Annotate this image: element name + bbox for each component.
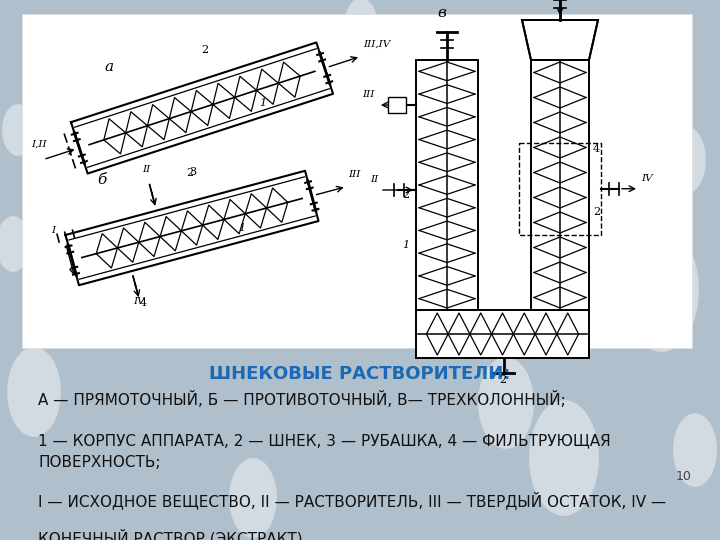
Text: 3: 3 bbox=[189, 167, 197, 177]
Ellipse shape bbox=[229, 458, 277, 538]
Text: 2: 2 bbox=[402, 190, 409, 199]
Text: 1: 1 bbox=[260, 98, 267, 107]
Text: IV: IV bbox=[133, 297, 145, 306]
Text: II: II bbox=[370, 175, 378, 184]
Ellipse shape bbox=[529, 400, 599, 516]
Ellipse shape bbox=[344, 0, 378, 54]
Text: I — ИСХОДНОЕ ВЕЩЕСТВО, II — РАСТВОРИТЕЛЬ, III — ТВЕРДЫЙ ОСТАТОК, IV —: I — ИСХОДНОЕ ВЕЩЕСТВО, II — РАСТВОРИТЕЛЬ… bbox=[38, 491, 666, 509]
Bar bbox=[388, 97, 406, 113]
Bar bbox=[531, 60, 589, 310]
Text: III,IV: III,IV bbox=[363, 39, 390, 49]
Text: 4: 4 bbox=[140, 298, 147, 308]
Text: А — ПРЯМОТОЧНЫЙ, Б — ПРОТИВОТОЧНЫЙ, В— ТРЕХКОЛОННЫЙ;: А — ПРЯМОТОЧНЫЙ, Б — ПРОТИВОТОЧНЫЙ, В— Т… bbox=[38, 391, 566, 408]
Ellipse shape bbox=[666, 126, 706, 194]
Text: 10: 10 bbox=[676, 470, 692, 483]
Text: I: I bbox=[52, 226, 55, 235]
Text: 2: 2 bbox=[593, 207, 600, 217]
Text: в: в bbox=[437, 6, 446, 20]
Text: КОНЕЧНЫЙ РАСТВОР (ЭКСТРАКТ).: КОНЕЧНЫЙ РАСТВОР (ЭКСТРАКТ). bbox=[38, 529, 307, 540]
Ellipse shape bbox=[7, 347, 61, 437]
Text: III: III bbox=[348, 170, 361, 179]
Text: 1: 1 bbox=[402, 240, 409, 249]
Ellipse shape bbox=[2, 104, 34, 156]
Text: 1 — КОРПУС АППАРАТА, 2 — ШНЕК, 3 — РУБАШКА, 4 — ФИЛЬТРУЮЩАЯ: 1 — КОРПУС АППАРАТА, 2 — ШНЕК, 3 — РУБАШ… bbox=[38, 433, 611, 448]
Text: 4: 4 bbox=[593, 145, 600, 154]
Text: III: III bbox=[362, 90, 374, 99]
Text: б: б bbox=[97, 173, 107, 187]
Text: 2: 2 bbox=[500, 375, 507, 385]
Text: ПОВЕРХНОСТЬ;: ПОВЕРХНОСТЬ; bbox=[38, 455, 161, 470]
Text: IV: IV bbox=[641, 174, 652, 183]
Ellipse shape bbox=[478, 357, 534, 449]
Text: I,II: I,II bbox=[32, 140, 47, 149]
Text: 1: 1 bbox=[238, 224, 246, 233]
Bar bbox=[22, 14, 692, 348]
Bar bbox=[416, 310, 589, 358]
Text: 2: 2 bbox=[186, 167, 193, 178]
Ellipse shape bbox=[673, 413, 717, 487]
Ellipse shape bbox=[625, 228, 699, 352]
Ellipse shape bbox=[0, 216, 30, 272]
Ellipse shape bbox=[86, 28, 128, 98]
Bar bbox=[519, 143, 601, 235]
Bar bbox=[416, 60, 478, 310]
Text: а: а bbox=[104, 60, 114, 74]
Polygon shape bbox=[522, 20, 598, 60]
Text: II: II bbox=[143, 165, 151, 174]
Text: ШНЕКОВЫЕ РАСТВОРИТЕЛИ:: ШНЕКОВЫЕ РАСТВОРИТЕЛИ: bbox=[210, 365, 510, 383]
Text: 2: 2 bbox=[201, 45, 208, 55]
Ellipse shape bbox=[410, 25, 494, 165]
